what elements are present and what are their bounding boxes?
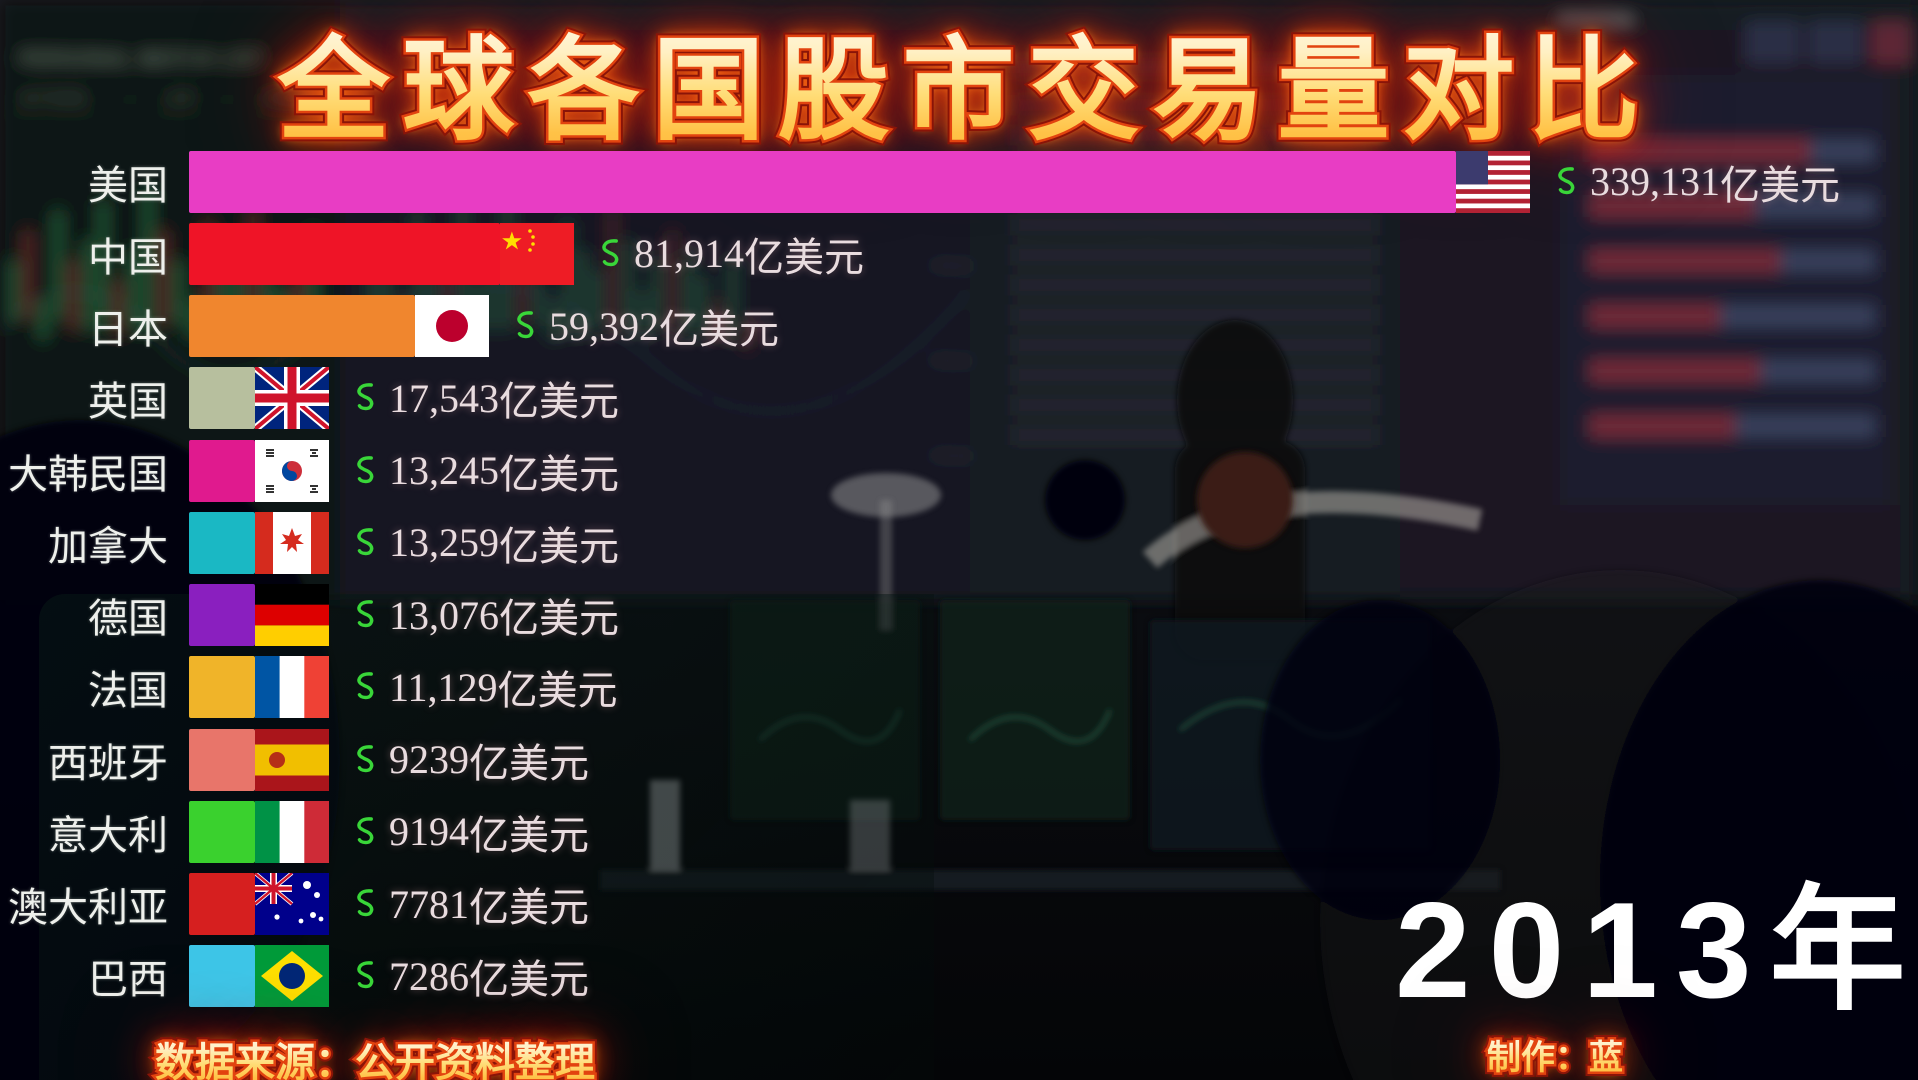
svg-text:PERSONAL WATCH LIST: PERSONAL WATCH LIST — [20, 49, 264, 70]
svg-text:LIST: LIST — [165, 90, 197, 107]
svg-text:ACTIONS: ACTIONS — [20, 90, 87, 107]
